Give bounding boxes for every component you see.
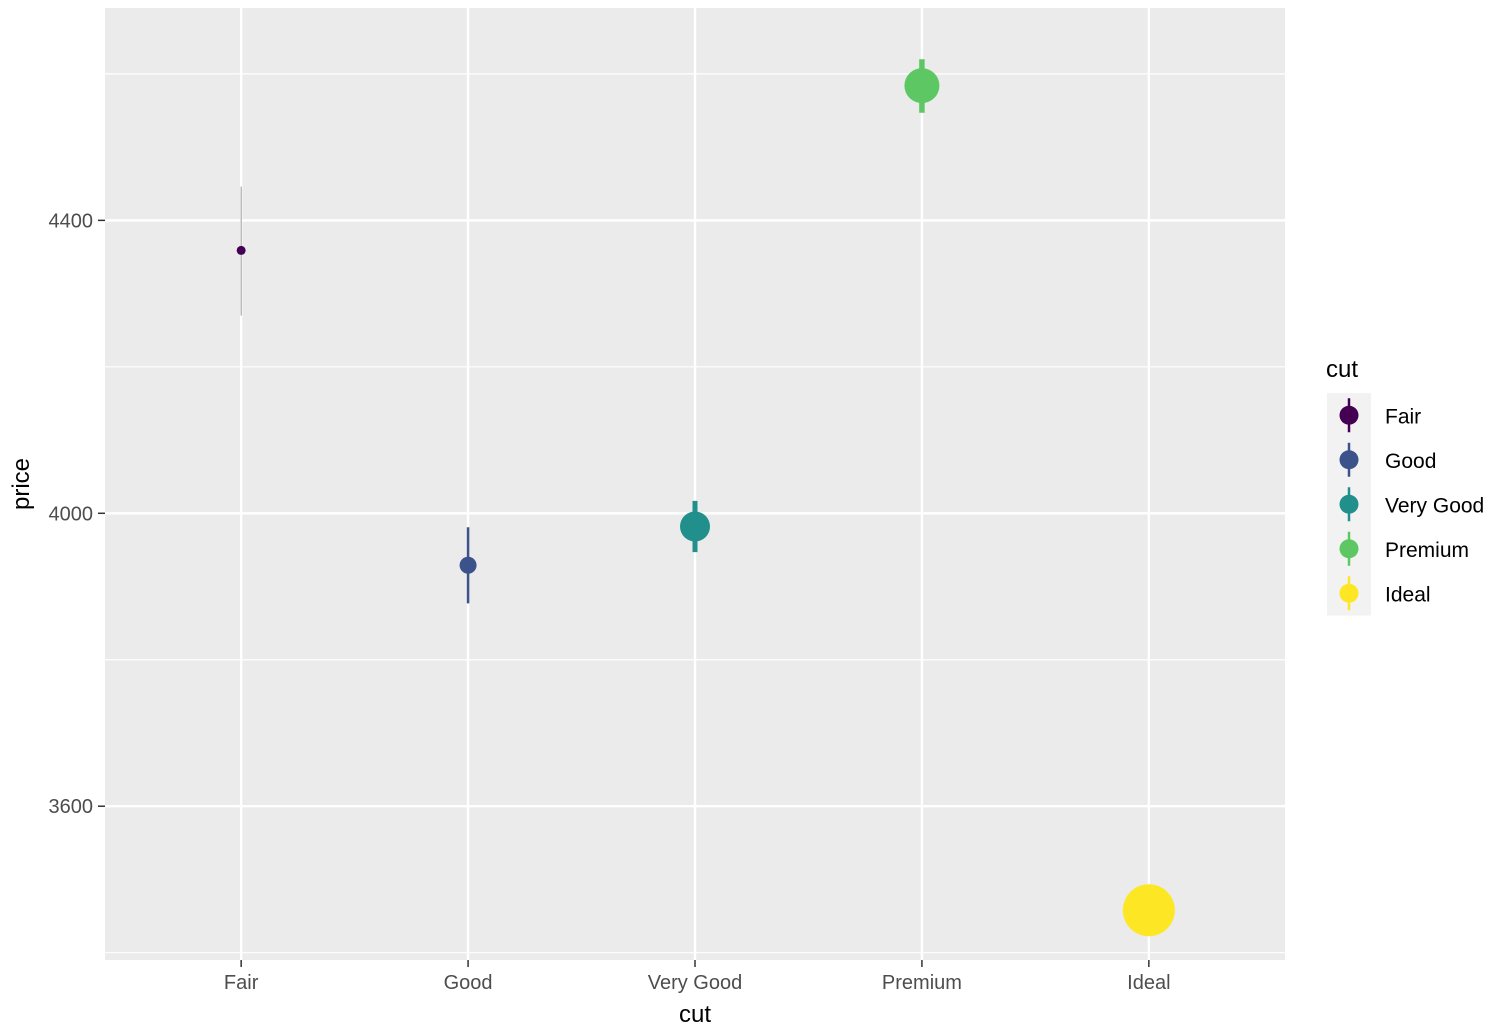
- legend-label: Premium: [1385, 539, 1469, 562]
- legend: cut Fair Good Very Good Premium Ideal: [1326, 356, 1484, 616]
- x-tick-label: Ideal: [1127, 972, 1170, 994]
- legend-keys: Fair Good Very Good Premium Ideal: [1327, 393, 1484, 616]
- y-axis: 3600 4000 4400: [49, 210, 105, 818]
- legend-label: Fair: [1385, 405, 1421, 428]
- y-tick-label: 4400: [49, 210, 94, 232]
- data-point: [680, 511, 710, 542]
- y-tick-label: 4000: [49, 503, 94, 525]
- data-point: [1122, 884, 1175, 937]
- legend-title: cut: [1326, 356, 1358, 383]
- y-axis-title: price: [8, 458, 35, 510]
- legend-key-point: [1339, 494, 1359, 514]
- legend-label: Very Good: [1385, 494, 1484, 517]
- x-tick-label: Very Good: [648, 972, 743, 994]
- x-tick-label: Good: [444, 972, 493, 994]
- data-points: [236, 68, 1175, 937]
- legend-key-point: [1339, 539, 1359, 559]
- legend-label: Ideal: [1385, 583, 1431, 606]
- legend-key-point: [1339, 405, 1359, 425]
- x-axis: Fair Good Very Good Premium Ideal: [224, 960, 1171, 994]
- data-point: [459, 556, 477, 574]
- y-tick-label: 3600: [49, 796, 94, 818]
- x-tick-label: Premium: [882, 972, 962, 994]
- data-point: [236, 245, 246, 255]
- data-point: [904, 68, 940, 104]
- x-axis-title: cut: [679, 1001, 711, 1028]
- legend-label: Good: [1385, 450, 1436, 473]
- legend-key-point: [1339, 583, 1359, 603]
- x-tick-label: Fair: [224, 972, 259, 994]
- legend-key-point: [1339, 450, 1359, 470]
